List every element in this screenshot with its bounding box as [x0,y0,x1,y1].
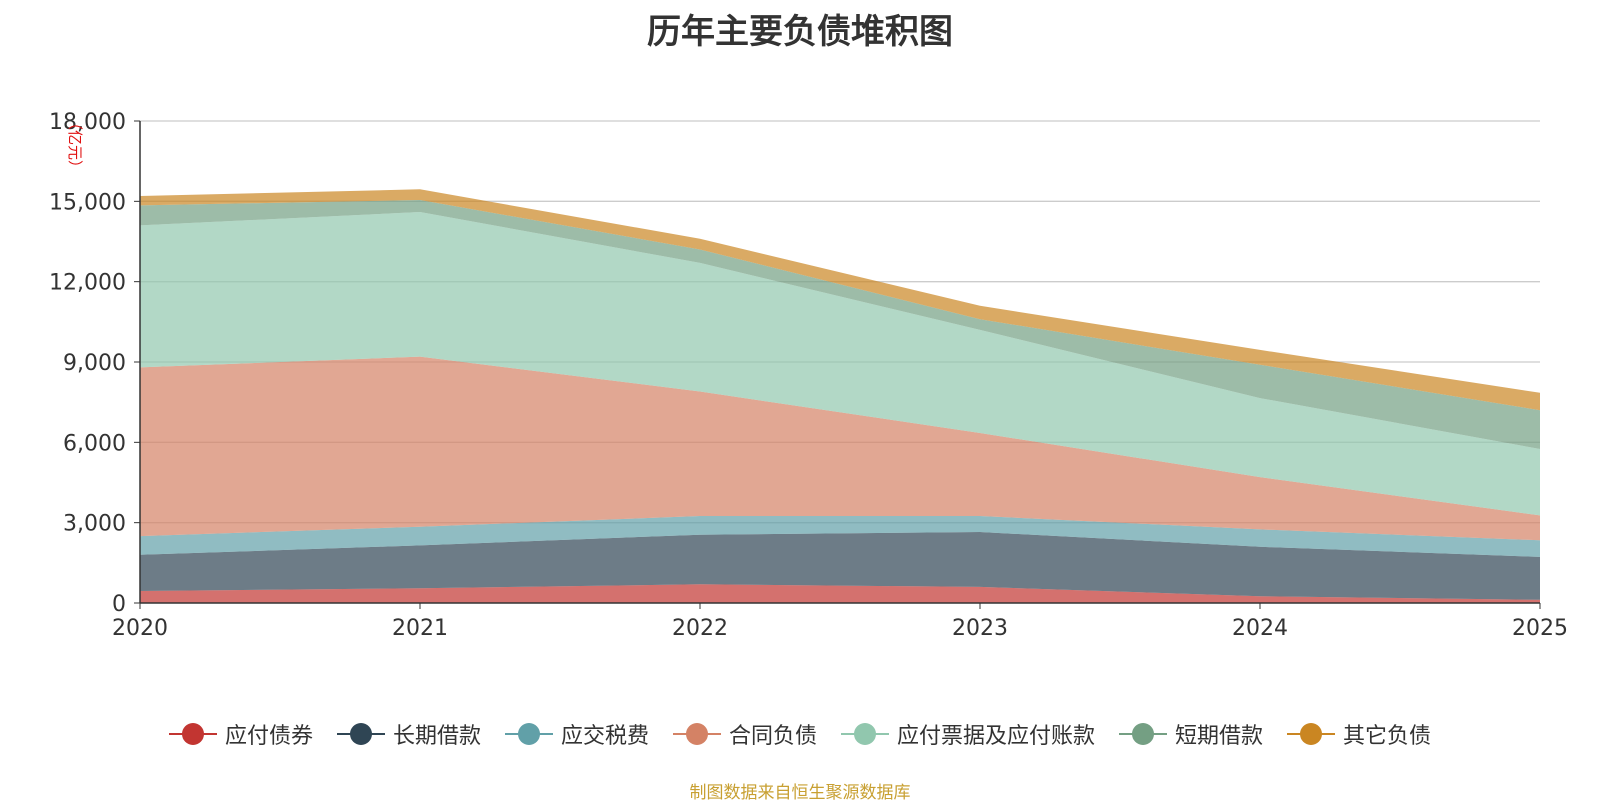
legend-item[interactable]: 其它负债 [1287,718,1431,750]
chart-title: 历年主要负债堆积图 [647,12,953,52]
legend-label: 其它负债 [1343,724,1432,749]
area-合同负债 [140,356,1540,541]
area-应付债券 [140,584,1540,603]
y-tick-label: 9,000 [63,351,126,376]
area-应付票据及应付账款 [140,212,1540,516]
x-tick-label: 2025 [1512,616,1568,641]
area-应交税费 [140,516,1540,557]
legend-item[interactable]: 长期借款 [336,718,481,750]
legend-item[interactable]: 短期借款 [1119,718,1263,750]
legend-label: 应付债券 [224,724,313,749]
legend-marker-icon [168,722,217,746]
legend-marker-icon [672,722,721,746]
y-tick-label: 0 [112,592,126,617]
area-series [140,189,1540,603]
legend-item[interactable]: 合同负债 [672,718,817,750]
x-tick-label: 2024 [1232,616,1288,641]
legend-label: 长期借款 [392,724,481,749]
axes: 0 3,000 6,000 9,000 12,000 15,000 18,000 2020 20… [49,110,1568,641]
legend-label: 短期借款 [1175,724,1264,749]
legend-marker-icon [336,722,385,746]
y-tick-label: 6,000 [63,431,126,456]
legend: 应付债券 长期借款 应交税费 合同负债 应付票据及应付账款 短期借款 其它负债 [0,718,1600,750]
legend-marker-icon [841,722,889,746]
x-tick-label: 2020 [112,616,168,641]
y-tick-label: 15,000 [49,190,126,215]
x-tick-label: 2023 [952,616,1008,641]
source-note: 制图数据来自恒生聚源数据库 [689,783,911,803]
area-长期借款 [140,532,1540,600]
legend-label: 应付票据及应付账款 [897,724,1096,749]
y-tick-label: 12,000 [49,271,126,296]
x-tick-label: 2022 [672,616,728,641]
legend-marker-icon [504,722,553,746]
y-tick-label: 18,000 [49,110,126,135]
legend-item[interactable]: 应付票据及应付账款 [841,718,1095,750]
legend-item[interactable]: 应交税费 [504,718,649,750]
legend-label: 合同负债 [728,724,817,749]
x-tick-label: 2021 [392,616,448,641]
legend-item[interactable]: 应付债券 [168,718,313,750]
y-axis-label: （亿元） [66,115,84,175]
legend-marker-icon [1287,722,1336,746]
legend-label: 应交税费 [560,724,649,749]
legend-marker-icon [1119,722,1168,746]
y-tick-label: 3,000 [63,512,126,537]
